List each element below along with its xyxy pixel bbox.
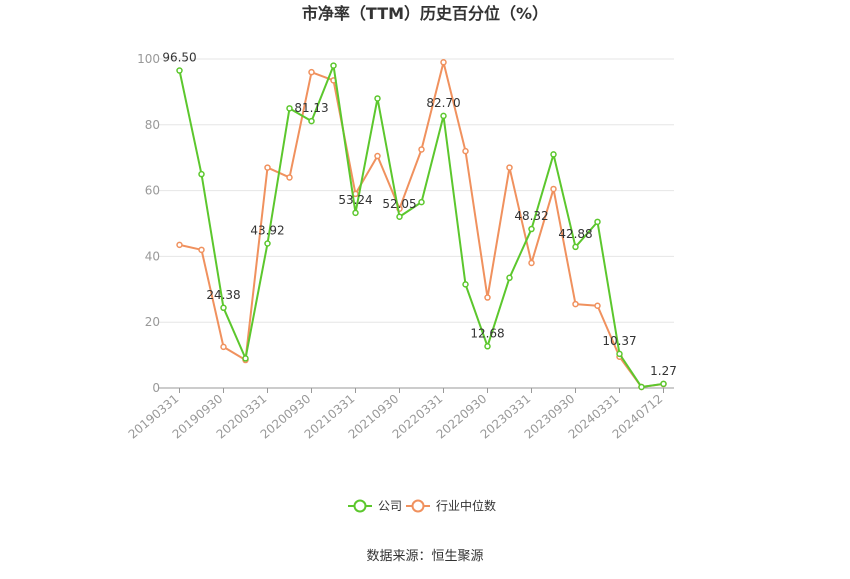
data-point[interactable]	[176, 241, 183, 249]
y-tick-label: 80	[145, 118, 160, 132]
y-tick-label: 60	[145, 184, 160, 198]
series-layer	[176, 59, 667, 391]
data-label: 81.13	[294, 101, 328, 115]
data-point[interactable]	[198, 170, 205, 178]
data-point[interactable]	[484, 343, 491, 350]
data-point[interactable]	[418, 146, 425, 153]
data-point[interactable]	[440, 112, 447, 120]
legend[interactable]: 公司 行业中位数	[348, 498, 496, 513]
data-point[interactable]	[198, 246, 205, 254]
data-label: 96.50	[162, 51, 196, 65]
data-point[interactable]	[506, 164, 513, 171]
data-point[interactable]	[550, 151, 557, 158]
data-point[interactable]	[396, 213, 403, 221]
data-point[interactable]	[264, 164, 271, 171]
chart-title: 市净率（TTM）历史百分位（%）	[302, 4, 548, 23]
data-label: 48.32	[514, 209, 548, 223]
data-point[interactable]	[418, 198, 425, 206]
data-point[interactable]	[374, 95, 381, 102]
data-label: 24.38	[206, 288, 240, 302]
data-point[interactable]	[440, 59, 447, 66]
data-point[interactable]	[220, 304, 227, 312]
data-label: 82.70	[426, 96, 460, 110]
data-label: 1.27	[650, 364, 677, 378]
data-label: 53.24	[338, 193, 372, 207]
data-point[interactable]	[286, 105, 293, 112]
data-point[interactable]	[528, 225, 535, 233]
data-point[interactable]	[594, 302, 601, 309]
data-label: 52.05	[382, 197, 416, 211]
data-point[interactable]	[528, 259, 535, 267]
y-tick-label: 0	[152, 381, 160, 395]
legend-item[interactable]: 行业中位数	[406, 498, 496, 513]
data-point[interactable]	[572, 300, 579, 308]
chart-source: 数据来源：恒生聚源	[366, 549, 483, 564]
data-point[interactable]	[572, 243, 579, 251]
grid-layer	[158, 58, 674, 323]
legend-label: 行业中位数	[436, 498, 496, 513]
data-point[interactable]	[462, 281, 469, 288]
data-point[interactable]	[484, 294, 491, 301]
data-point[interactable]	[462, 147, 469, 155]
y-tick-label: 100	[137, 52, 160, 66]
data-point[interactable]	[176, 67, 183, 74]
data-point[interactable]	[660, 380, 667, 388]
data-point[interactable]	[242, 355, 249, 362]
data-label: 10.37	[602, 334, 636, 348]
data-label: 12.68	[470, 326, 504, 340]
data-point[interactable]	[374, 152, 381, 160]
data-point[interactable]	[352, 209, 359, 217]
data-point[interactable]	[308, 117, 315, 125]
legend-label: 公司	[378, 499, 402, 513]
data-label: 42.88	[558, 227, 592, 241]
data-point[interactable]	[220, 343, 227, 351]
data-point[interactable]	[264, 240, 271, 247]
data-point[interactable]	[308, 68, 315, 76]
legend-item[interactable]: 公司	[348, 499, 402, 513]
data-point[interactable]	[616, 350, 623, 358]
label-layer: 96.50 24.38 43.92 81.13 53.24 52.05 82.70 12.68…	[162, 51, 677, 378]
data-point[interactable]	[330, 62, 337, 69]
legend-swatch-marker	[411, 499, 425, 513]
legend-swatch-marker	[353, 499, 367, 513]
y-tick-label: 40	[145, 249, 160, 263]
axis-layer: 0204060801002019033120190930202003312020…	[126, 52, 674, 442]
data-point[interactable]	[594, 218, 601, 226]
data-point[interactable]	[550, 185, 557, 193]
data-point[interactable]	[638, 383, 645, 391]
data-label: 43.92	[250, 224, 284, 238]
data-point[interactable]	[506, 274, 513, 282]
y-tick-label: 20	[145, 315, 160, 329]
data-point[interactable]	[286, 174, 293, 181]
